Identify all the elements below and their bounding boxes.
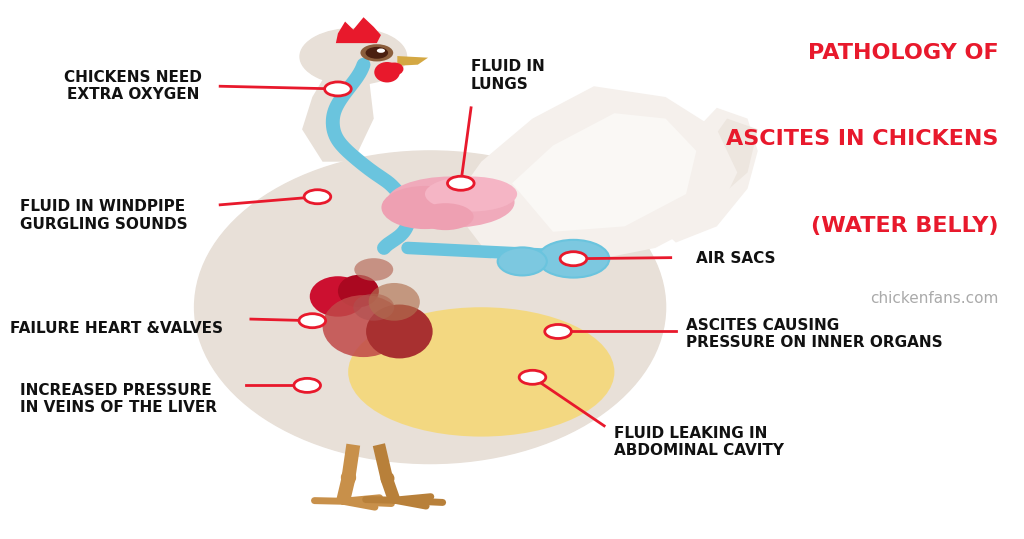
Polygon shape [302,54,374,162]
Circle shape [545,324,571,338]
Polygon shape [512,113,696,232]
Text: INCREASED PRESSURE
IN VEINS OF THE LIVER: INCREASED PRESSURE IN VEINS OF THE LIVER [20,383,217,415]
Circle shape [360,44,393,61]
Polygon shape [696,119,758,199]
Circle shape [304,190,331,204]
Ellipse shape [367,305,432,358]
Ellipse shape [387,176,514,227]
Text: PATHOLOGY OF: PATHOLOGY OF [808,43,998,63]
Ellipse shape [418,203,473,230]
Ellipse shape [498,247,547,275]
Text: FLUID LEAKING IN
ABDOMINAL CAVITY: FLUID LEAKING IN ABDOMINAL CAVITY [614,426,784,458]
Circle shape [377,49,385,53]
Ellipse shape [195,151,666,464]
Ellipse shape [425,177,517,211]
Ellipse shape [385,63,403,75]
Polygon shape [336,17,381,43]
Circle shape [294,378,321,392]
Polygon shape [635,108,758,243]
Polygon shape [451,86,737,264]
Ellipse shape [381,186,468,229]
Text: chickenfans.com: chickenfans.com [870,291,998,306]
Ellipse shape [348,307,614,437]
Ellipse shape [369,283,420,321]
Text: (WATER BELLY): (WATER BELLY) [811,216,998,236]
Circle shape [325,82,351,96]
Circle shape [447,176,474,190]
Ellipse shape [323,295,404,357]
Ellipse shape [538,240,609,278]
Text: ASCITES IN CHICKENS: ASCITES IN CHICKENS [726,129,998,149]
Circle shape [299,314,326,328]
Text: CHICKENS NEED
EXTRA OXYGEN: CHICKENS NEED EXTRA OXYGEN [65,70,202,102]
Text: FAILURE HEART &VALVES: FAILURE HEART &VALVES [10,321,223,336]
Text: ASCITES CAUSING
PRESSURE ON INNER ORGANS: ASCITES CAUSING PRESSURE ON INNER ORGANS [686,318,943,350]
Ellipse shape [220,216,364,410]
Circle shape [519,370,546,384]
Circle shape [300,29,407,85]
Ellipse shape [353,294,394,321]
Polygon shape [397,56,428,66]
Ellipse shape [309,276,367,316]
Text: FLUID IN
LUNGS: FLUID IN LUNGS [471,59,545,92]
Ellipse shape [375,62,399,82]
Circle shape [366,47,388,59]
Ellipse shape [354,258,393,281]
Circle shape [560,252,587,266]
Ellipse shape [338,275,379,307]
Text: AIR SACS: AIR SACS [696,251,776,266]
Text: FLUID IN WINDPIPE
GURGLING SOUNDS: FLUID IN WINDPIPE GURGLING SOUNDS [20,199,188,232]
